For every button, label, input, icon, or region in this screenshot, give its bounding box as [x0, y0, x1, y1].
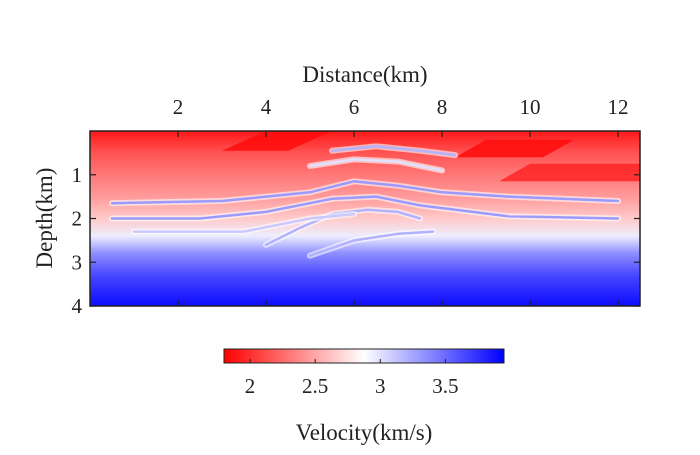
x-tick-label: 8 [437, 95, 448, 119]
colorbar-label: Velocity(km/s) [296, 420, 433, 445]
x-tick-label: 12 [608, 95, 629, 119]
y-tick-label: 4 [72, 294, 83, 318]
y-ticks: 1 2 3 4 [72, 163, 640, 318]
colorbar-tick-label: 2.5 [302, 374, 328, 398]
x-tick-label: 4 [261, 95, 272, 119]
thin-layer [308, 230, 435, 257]
geologic-features [109, 131, 640, 259]
colorbar-tick-label: 3.5 [432, 374, 458, 398]
thin-layer [330, 145, 457, 157]
thin-layer [308, 158, 444, 172]
x-axis-label: Distance(km) [302, 62, 427, 87]
y-tick-label: 3 [72, 250, 83, 274]
fault-block [499, 163, 640, 182]
fault-block [455, 139, 574, 158]
y-axis-label: Depth(km) [32, 168, 57, 269]
x-tick-label: 6 [349, 95, 360, 119]
thin-layer [110, 180, 620, 205]
colorbar-ticks: 2 2.5 3 3.5 [245, 359, 459, 398]
colorbar-tick-label: 2 [245, 374, 256, 398]
y-tick-label: 1 [72, 163, 83, 187]
x-tick-label: 2 [173, 95, 184, 119]
y-tick-label: 2 [72, 207, 83, 231]
colorbar-tick-label: 3 [375, 374, 386, 398]
plot-area [90, 131, 640, 306]
fault-block [222, 131, 332, 151]
thin-layer [132, 212, 356, 233]
x-ticks: 2 4 6 8 10 12 [173, 95, 629, 306]
x-tick-label: 10 [520, 95, 541, 119]
colorbar [223, 348, 505, 364]
thin-layer [110, 195, 620, 220]
